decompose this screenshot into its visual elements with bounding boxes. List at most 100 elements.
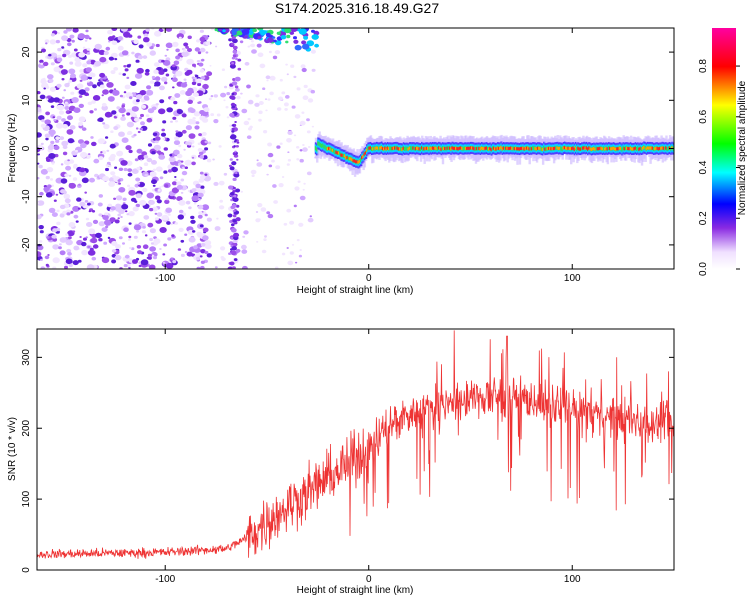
y-tick-label: 10 [21,94,32,106]
spectrogram-cell [206,71,213,77]
spectrogram-cell [106,82,114,88]
y-tick-label: 0 [21,145,32,151]
spectrogram-cell [88,153,91,156]
spectrogram-cell [279,78,283,82]
spectrogram-cell [68,222,76,228]
spectrogram-cell [286,34,291,39]
spectrogram-cell [226,116,230,119]
spectrogram-cell [117,150,123,156]
spectrogram-cell [205,41,211,46]
spectrogram-cell [234,171,238,175]
ridge-core [530,147,534,151]
spectrogram-cell [86,264,95,269]
spectrogram-cell [80,152,88,158]
spectrogram-cell [86,47,91,51]
spectrogram-cell [172,77,178,82]
spectrogram-cell [230,43,235,46]
spectrogram-cell [196,39,200,43]
spectrogram-cell [262,87,266,90]
spectrogram-cell [107,236,111,239]
spectrogram-cell [111,259,117,264]
spectrogram-cell [286,208,292,213]
spectrogram-cell [136,166,141,171]
spectrogram-cell [67,138,75,144]
spectrogram-cell [115,203,122,209]
spectrogram-cell [47,145,55,150]
spectrogram-cell [174,178,178,182]
spectrogram-cell [207,141,212,145]
spectrogram-cell [148,200,155,205]
spectrogram-cell [61,78,65,81]
spectrogram-cell [153,256,157,260]
spectrogram-cell [187,141,193,146]
spectrogram-cell [61,35,69,41]
ridge-core [440,147,443,151]
spectrogram-cell [110,70,116,75]
spectrogram-cell [119,94,123,98]
spectrogram-cell [186,251,193,257]
spectrogram-cell [193,111,201,117]
spectrogram-cell [72,165,78,169]
spectrogram-cell [291,244,295,246]
spectrogram-cell [202,227,209,233]
spectrogram-cell [115,114,119,117]
spectrogram-cell [101,227,108,233]
ridge-core [502,146,506,150]
spectrogram-cell [299,249,302,251]
spectrogram-cell [107,29,113,35]
spectrogram-cell [198,101,202,104]
spectrogram-cell [296,146,300,149]
spectrogram-cell [307,217,314,223]
ridge-inner [359,158,363,163]
spectrogram-cell [172,116,177,120]
ridge-inner [319,143,323,148]
spectrogram-cell [230,236,234,240]
spectrogram-cell [230,250,237,256]
spectrogram-cell [176,33,184,39]
spectrogram-cell [157,189,161,192]
spectrogram-cell [158,69,165,75]
spectrogram-cell [47,254,50,256]
spectrogram-cell [240,92,243,95]
spectrogram-cell [105,46,111,51]
spectrogram-cell [72,230,76,233]
spectrogram-cell [153,236,157,240]
spectrogram-cell [56,209,60,213]
spectrogram-cell [114,58,118,61]
spectrogram-cell [154,212,158,215]
spectrogram-cell [174,136,179,141]
spectrogram-cell [127,168,133,173]
spectrogram-cell [182,166,185,169]
ridge-core [408,146,412,150]
spectrogram-cell [247,99,254,105]
ridge-core [362,155,365,159]
spectrogram-cell [39,230,44,234]
spectrogram-cell [227,213,233,218]
spectrogram-cell [40,168,49,175]
spectrogram-cell [140,259,149,266]
spectrogram-cell [89,110,94,114]
spectrogram-cell [158,85,165,91]
spectrogram-cell [199,155,205,159]
spectrogram-cell [192,145,195,148]
spectrogram-cell [65,101,68,104]
spectrogram-cell [187,190,191,192]
spectrogram-cell [90,136,94,139]
spectrogram-cell [68,159,75,164]
spectrogram-cell [271,36,276,39]
spectrogram-cell [303,182,306,185]
spectrogram-cell [67,115,73,121]
spectrogram-cell [200,185,205,189]
spectrogram-cell [255,218,261,223]
ridge-core [574,146,578,150]
spectrogram-cell [111,110,117,115]
spectrogram-cell [124,254,130,259]
ridge-inner [317,141,320,146]
spectrogram-y-label: Frequency (Hz) [7,114,18,183]
spectrogram-cell [151,179,157,185]
spectrogram-cell [231,105,236,109]
snr-frame [36,328,675,571]
spectrogram-cell [45,98,49,101]
spectrogram-cell [165,262,174,269]
spectrogram-cell [87,245,91,249]
